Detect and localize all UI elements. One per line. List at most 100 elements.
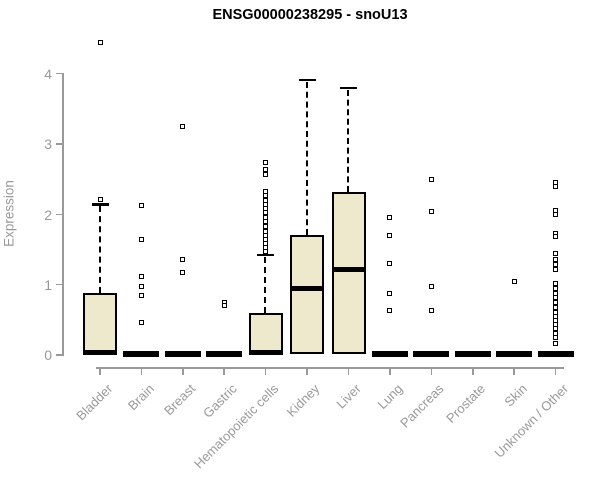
outlier-point bbox=[553, 257, 559, 263]
y-tick-label: 4 bbox=[44, 65, 52, 82]
x-tick-label: Brain bbox=[124, 381, 158, 414]
collapsed-box bbox=[413, 350, 450, 357]
outlier-point bbox=[180, 256, 186, 262]
x-axis-tick bbox=[347, 367, 350, 375]
y-axis-tick bbox=[56, 72, 62, 75]
outlier-point bbox=[553, 290, 559, 296]
outlier-point bbox=[97, 39, 103, 45]
outlier-point bbox=[428, 283, 434, 289]
collapsed-box bbox=[454, 350, 491, 357]
x-axis-line bbox=[96, 367, 564, 369]
x-axis-tick bbox=[99, 367, 101, 375]
outlier-point bbox=[553, 334, 559, 340]
outlier-point bbox=[553, 300, 559, 306]
x-axis-tick bbox=[513, 367, 515, 375]
collapsed-box bbox=[206, 350, 243, 357]
whisker-cap bbox=[257, 253, 275, 257]
outlier-point bbox=[553, 184, 559, 190]
outlier-point bbox=[138, 293, 144, 299]
outlier-point bbox=[387, 232, 393, 238]
outlier-point bbox=[263, 249, 269, 255]
y-axis-tick bbox=[56, 213, 62, 216]
x-tick-label: Bladder bbox=[73, 381, 116, 424]
median-line bbox=[83, 350, 117, 356]
outlier-point bbox=[138, 203, 144, 209]
chart-title: ENSG00000238295 - snoU13 bbox=[212, 7, 408, 23]
outlier-point bbox=[553, 234, 559, 240]
x-tick-label: Prostate bbox=[443, 381, 489, 426]
y-tick-label: 3 bbox=[44, 136, 52, 153]
x-axis-tick bbox=[264, 367, 267, 375]
whisker-cap bbox=[298, 78, 316, 82]
outlier-point bbox=[180, 270, 186, 276]
collapsed-box bbox=[371, 350, 408, 357]
outlier-point bbox=[428, 208, 434, 214]
y-axis-label: Expression bbox=[1, 180, 17, 247]
y-axis-line bbox=[62, 72, 64, 357]
outlier-point bbox=[428, 176, 434, 182]
outlier-point bbox=[553, 280, 559, 286]
outlier-point bbox=[553, 262, 559, 268]
outlier-point bbox=[553, 295, 559, 301]
outlier-point bbox=[553, 267, 559, 273]
outlier-point bbox=[387, 290, 393, 296]
outlier-point bbox=[553, 251, 559, 257]
median-line bbox=[248, 350, 283, 356]
outlier-point bbox=[263, 166, 269, 172]
boxplot-box bbox=[83, 293, 117, 355]
whisker-line bbox=[347, 90, 350, 192]
x-axis-tick bbox=[140, 367, 143, 375]
y-axis-tick bbox=[56, 354, 62, 356]
x-axis-tick bbox=[389, 367, 391, 375]
collapsed-box bbox=[537, 350, 574, 357]
outlier-point bbox=[138, 283, 144, 289]
outlier-point bbox=[511, 279, 517, 285]
y-tick-label: 1 bbox=[44, 276, 52, 293]
median-line bbox=[331, 266, 366, 272]
whisker-line bbox=[305, 81, 308, 235]
x-tick-label: Unknown / Other bbox=[491, 381, 572, 461]
outlier-point bbox=[387, 260, 393, 266]
x-axis-tick bbox=[223, 367, 226, 375]
y-tick-label: 0 bbox=[44, 347, 52, 364]
whisker-line bbox=[264, 257, 267, 314]
boxplot-box bbox=[248, 313, 283, 355]
x-axis-tick bbox=[471, 367, 474, 375]
x-axis-tick bbox=[306, 367, 308, 375]
collapsed-box bbox=[123, 350, 160, 357]
x-axis-tick bbox=[182, 367, 184, 375]
x-tick-label: Kidney bbox=[284, 381, 323, 420]
x-tick-label: Skin bbox=[501, 381, 530, 410]
boxplot-box bbox=[331, 191, 366, 354]
outlier-point bbox=[263, 218, 269, 224]
y-axis-tick bbox=[56, 283, 62, 286]
y-tick-label: 2 bbox=[44, 206, 52, 223]
x-tick-label: Lung bbox=[374, 381, 406, 413]
outlier-point bbox=[263, 159, 269, 165]
outlier-point bbox=[387, 214, 393, 220]
x-tick-label: Liver bbox=[333, 381, 365, 412]
y-axis-tick bbox=[56, 143, 62, 145]
outlier-point bbox=[387, 308, 393, 314]
outlier-point bbox=[263, 172, 269, 178]
outlier-point bbox=[553, 340, 559, 346]
outlier-point bbox=[138, 320, 144, 326]
x-axis-tick bbox=[430, 367, 433, 375]
outlier-point bbox=[138, 273, 144, 279]
median-line bbox=[290, 286, 325, 292]
whisker-cap bbox=[91, 203, 109, 206]
outlier-point bbox=[553, 212, 559, 218]
boxplot-box bbox=[290, 234, 325, 354]
outlier-point bbox=[221, 302, 227, 308]
outlier-point bbox=[180, 123, 186, 129]
outlier-point bbox=[138, 237, 144, 243]
outlier-point bbox=[97, 196, 103, 202]
collapsed-box bbox=[496, 350, 533, 357]
whisker-cap bbox=[340, 86, 358, 90]
outlier-point bbox=[553, 285, 559, 291]
x-tick-label: Breast bbox=[161, 381, 199, 419]
whisker-line bbox=[98, 206, 101, 294]
x-tick-label: Pancreas bbox=[397, 381, 447, 431]
x-axis-tick bbox=[554, 367, 557, 375]
